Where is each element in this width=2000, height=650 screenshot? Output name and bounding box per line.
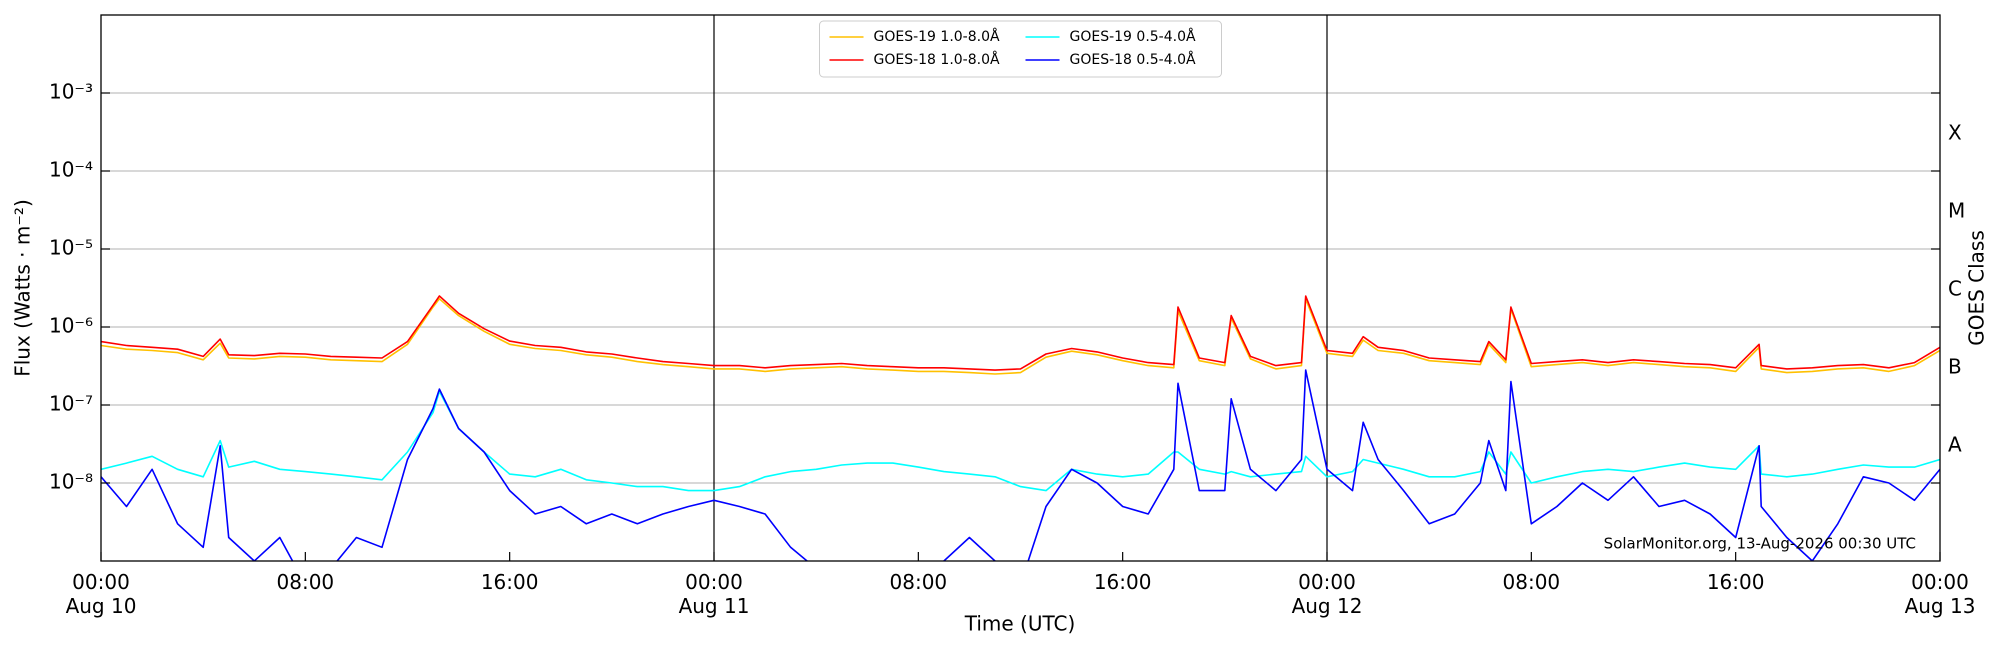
y2-tick-label: X bbox=[1948, 120, 1962, 144]
grid bbox=[101, 15, 1940, 561]
y-tick-label: 10⁻⁴ bbox=[49, 158, 93, 182]
x-tick-label: 08:00 bbox=[889, 570, 948, 594]
y-tick-label: 10⁻⁸ bbox=[49, 470, 93, 494]
y-tick-label: 10⁻⁵ bbox=[49, 236, 93, 260]
x-tick-label: 00:00 Aug 12 bbox=[1291, 570, 1363, 618]
legend-box bbox=[819, 20, 1222, 78]
x-tick-label: 00:00 Aug 11 bbox=[678, 570, 750, 618]
plot-area bbox=[101, 295, 1940, 561]
legend-label: GOES-19 0.5-4.0Å bbox=[1070, 28, 1196, 45]
y2-tick-label: A bbox=[1948, 432, 1962, 456]
legend-label: GOES-18 0.5-4.0Å bbox=[1070, 51, 1196, 68]
legend: GOES-19 1.0-8.0Å GOES-18 1.0-8.0Å GOES-19 … bbox=[819, 20, 1222, 78]
y-tick-label: 10⁻⁶ bbox=[49, 314, 93, 338]
legend-label: GOES-19 1.0-8.0Å bbox=[874, 28, 1000, 45]
y-axis-label: Flux (Watts · m⁻²) bbox=[11, 199, 35, 377]
x-tick-label: 16:00 bbox=[1093, 570, 1152, 594]
x-tick-label: 08:00 bbox=[276, 570, 335, 594]
series-line bbox=[101, 369, 1940, 561]
x-tick-label: 00:00 Aug 13 bbox=[1904, 570, 1976, 618]
y2-axis-label: GOES Class bbox=[1965, 230, 1989, 346]
y2-tick-label: B bbox=[1948, 354, 1962, 378]
axes: 10⁻⁸ 10⁻⁷ 10⁻⁶ 10⁻⁵ 10⁻⁴ 10⁻³ A B C M X bbox=[49, 80, 1965, 561]
legend-label: GOES-18 1.0-8.0Å bbox=[874, 51, 1000, 68]
y-tick-label: 10⁻³ bbox=[49, 80, 93, 104]
x-tick-label: 16:00 bbox=[1706, 570, 1765, 594]
x-tick-label: 08:00 bbox=[1502, 570, 1561, 594]
series-line bbox=[101, 295, 1940, 371]
x-tick-label: 16:00 bbox=[480, 570, 539, 594]
plot-frame bbox=[100, 14, 1941, 562]
y2-tick-label: M bbox=[1948, 198, 1965, 222]
x-tick-label: 00:00 Aug 10 bbox=[65, 570, 137, 618]
y-tick-label: 10⁻⁷ bbox=[49, 392, 93, 416]
series-line bbox=[101, 298, 1940, 375]
y2-tick-label: C bbox=[1948, 276, 1962, 300]
annotation: SolarMonitor.org, 13-Aug-2026 00:30 UTC bbox=[1604, 535, 1916, 553]
x-axis-label: Time (UTC) bbox=[964, 612, 1076, 636]
